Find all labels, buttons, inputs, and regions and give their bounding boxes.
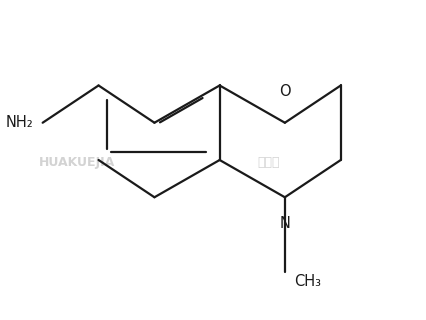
Text: O: O [279, 84, 291, 100]
Text: NH₂: NH₂ [6, 115, 33, 130]
Text: HUAKUEJIA: HUAKUEJIA [39, 156, 115, 169]
Text: N: N [279, 216, 290, 231]
Text: CH₃: CH₃ [294, 274, 321, 289]
Text: 化学加: 化学加 [257, 156, 279, 169]
